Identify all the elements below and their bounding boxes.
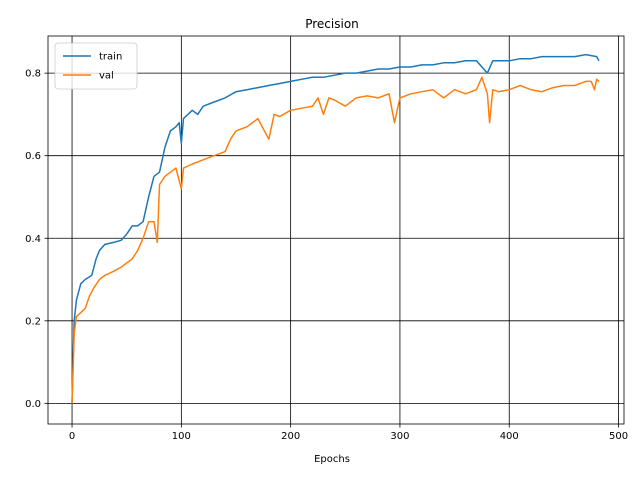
legend-box	[54, 42, 138, 90]
x-tick-label: 300	[390, 431, 409, 442]
x-tick-label: 0	[69, 431, 75, 442]
x-axis-ticks: 0 100 200 300 400 500	[69, 424, 628, 442]
legend-label-train: train	[99, 52, 122, 63]
x-tick-label: 100	[172, 431, 191, 442]
legend-label-val: val	[99, 71, 114, 82]
x-tick-label: 200	[281, 431, 300, 442]
y-tick-label: 0.0	[25, 399, 41, 410]
series-line-train	[71, 53, 600, 404]
grid-lines	[48, 36, 624, 424]
legend: train val	[54, 42, 138, 90]
x-tick-label: 400	[500, 431, 519, 442]
plot-frame	[47, 35, 625, 425]
y-tick-label: 0.8	[25, 69, 41, 80]
y-tick-label: 0.2	[25, 316, 41, 327]
y-axis-ticks: 0.0 0.2 0.4 0.6 0.8	[25, 69, 48, 410]
series-lines	[71, 53, 600, 404]
y-tick-label: 0.6	[25, 151, 41, 162]
x-tick-label: 500	[609, 431, 628, 442]
chart-title: Precision	[305, 17, 359, 31]
series-line-val	[71, 76, 600, 404]
y-tick-label: 0.4	[25, 234, 41, 245]
x-axis-label: Epochs	[314, 454, 350, 465]
